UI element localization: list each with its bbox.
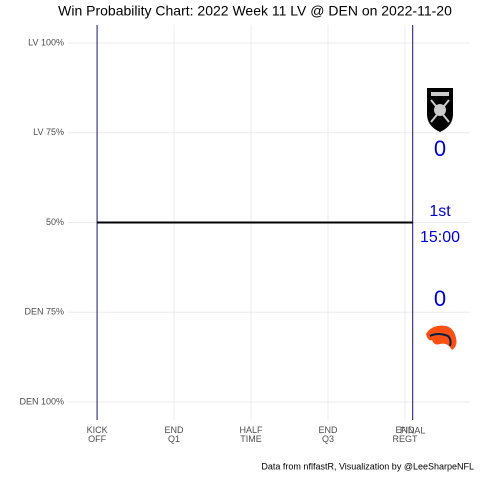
- x-tick-label: FINAL: [400, 425, 426, 435]
- x-tick-label: END Q3: [319, 425, 339, 444]
- raiders-logo: [427, 88, 453, 132]
- broncos-logo: [426, 325, 457, 350]
- y-tick-label: DEN 100%: [19, 396, 64, 406]
- chart-title: Win Probability Chart: 2022 Week 11 LV @…: [58, 3, 452, 19]
- y-tick-label: DEN 75%: [24, 307, 64, 317]
- caption: Data from nflfastR, Visualization by @Le…: [261, 461, 474, 471]
- y-tick-label: 50%: [46, 217, 64, 227]
- x-tick-label: END Q1: [165, 425, 185, 444]
- x-tick-label: HALF TIME: [240, 425, 264, 444]
- x-tick-label: KICK OFF: [87, 425, 108, 444]
- y-tick-label: LV 100%: [28, 37, 64, 47]
- den-score: 0: [434, 286, 446, 311]
- lv-score: 0: [434, 136, 446, 161]
- y-tick-label: LV 75%: [33, 127, 64, 137]
- clock: 15:00: [420, 229, 460, 246]
- period: 1st: [429, 203, 451, 220]
- x-tick-label: END REGT: [392, 425, 418, 444]
